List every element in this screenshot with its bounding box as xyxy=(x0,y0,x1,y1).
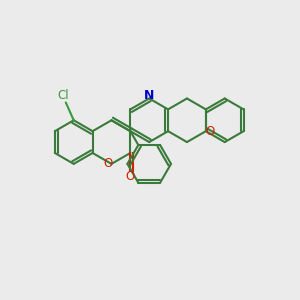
Text: O: O xyxy=(126,170,135,183)
Text: Cl: Cl xyxy=(57,89,69,102)
Text: O: O xyxy=(205,125,214,138)
Text: O: O xyxy=(104,158,113,170)
Text: N: N xyxy=(144,89,154,102)
